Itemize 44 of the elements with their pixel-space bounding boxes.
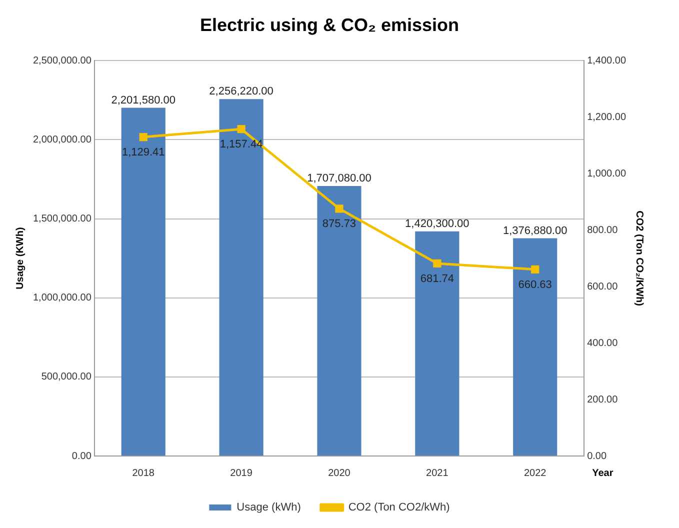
bar	[513, 238, 558, 456]
data-label: 1,707,080.00	[307, 172, 372, 185]
point	[433, 259, 442, 268]
y-axis-title: Usage (KWh)	[14, 227, 26, 290]
y-tick-label: 2,000,000.00	[33, 134, 92, 146]
y2-tick-label: 1,000.00	[587, 168, 626, 180]
data-label: 1,376,880.00	[502, 224, 568, 237]
point	[335, 204, 344, 213]
point	[139, 132, 148, 142]
data-label: 2,256,220.00	[209, 86, 274, 98]
data-label: 660.63	[518, 278, 552, 291]
bar	[317, 186, 362, 456]
y2-tick-label: 400.00	[587, 338, 618, 349]
legend-label: CO2 (Ton CO2/kWh)	[348, 502, 450, 514]
x-tick-label: 2021	[426, 468, 449, 479]
y2-tick-label: 0.00	[587, 450, 607, 462]
data-label: 681.74	[420, 272, 454, 285]
x-tick-label: 2022	[524, 468, 547, 479]
x-tick-label: 2018	[132, 468, 155, 479]
point	[237, 125, 246, 134]
y2-tick-label: 800.00	[587, 224, 618, 236]
y-tick-label: 500,000.00	[41, 372, 92, 383]
y2-tick-label: 600.00	[587, 281, 618, 292]
bar	[219, 99, 264, 456]
data-label: 1,420,300.00	[405, 218, 470, 230]
data-label: 2,201,580.00	[111, 94, 176, 106]
data-label: 1,129.41	[122, 146, 165, 159]
y2-tick-label: 200.00	[587, 394, 618, 406]
x-tick-label: 2020	[328, 468, 351, 479]
y2-tick-label: 1,200.00	[587, 112, 626, 123]
x-tick-label: 2019	[230, 468, 253, 479]
legend-label: Usage (kWh)	[236, 502, 301, 514]
y-tick-label: 2,500,000.00	[33, 55, 92, 66]
x-axis-title: Year	[592, 468, 614, 479]
y-tick-label: 1,500,000.00	[33, 214, 92, 225]
y-tick-label: 1,000,000.00	[33, 292, 92, 304]
data-label: 875.73	[322, 218, 356, 230]
bar	[415, 231, 460, 456]
chart-title: Electric using & CO₂ emission	[200, 14, 460, 35]
point	[531, 265, 540, 274]
y2-tick-label: 1,400.00	[587, 55, 626, 66]
y2-axis-title: CO2 (Ton CO₂/KWh)	[633, 210, 644, 306]
bar	[121, 108, 166, 456]
y-tick-label: 0.00	[72, 450, 92, 462]
